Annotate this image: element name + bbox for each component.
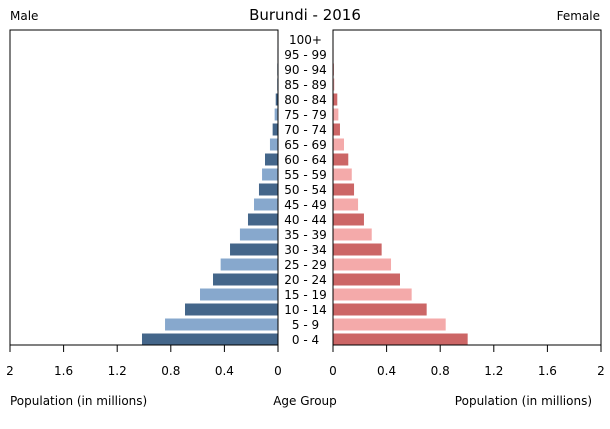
female-bar-6	[333, 244, 382, 256]
male-tick-label: 2	[6, 364, 14, 378]
chart-title: Burundi - 2016	[249, 6, 361, 24]
male-bar-13	[270, 139, 278, 151]
female-bar-4	[333, 274, 400, 286]
age-group-label: 85 - 89	[284, 78, 327, 92]
x-axis-label-right: Population (in millions)	[455, 394, 592, 408]
female-bar-3	[333, 289, 412, 301]
age-group-label: 90 - 94	[284, 63, 327, 77]
male-bar-15	[275, 109, 278, 121]
female-tick-label: 1.6	[538, 364, 557, 378]
age-group-label: 20 - 24	[284, 273, 327, 287]
age-group-label: 45 - 49	[284, 198, 327, 212]
female-bar-1	[333, 319, 446, 331]
age-group-label: 60 - 64	[284, 153, 327, 167]
female-tick-label: 0.4	[377, 364, 396, 378]
age-group-label: 10 - 14	[284, 303, 327, 317]
age-group-label: 0 - 4	[292, 333, 319, 347]
male-bar-8	[248, 214, 278, 226]
female-bar-10	[333, 184, 354, 196]
age-group-label: 15 - 19	[284, 288, 327, 302]
x-axis-label-left: Population (in millions)	[10, 394, 147, 408]
female-bar-13	[333, 139, 344, 151]
male-tick-label: 0	[274, 364, 282, 378]
male-tick-label: 0.8	[161, 364, 180, 378]
age-group-label: 95 - 99	[284, 48, 327, 62]
male-bar-14	[273, 124, 278, 136]
male-tick-label: 1.6	[54, 364, 73, 378]
male-bar-4	[213, 274, 278, 286]
female-bar-11	[333, 169, 352, 181]
female-bar-0	[333, 334, 468, 346]
male-bar-10	[259, 184, 278, 196]
female-bar-8	[333, 214, 364, 226]
male-tick-label: 0.4	[215, 364, 234, 378]
x-axis-label-center: Age Group	[273, 394, 337, 408]
female-bar-9	[333, 199, 358, 211]
male-label: Male	[10, 9, 38, 23]
age-group-label: 30 - 34	[284, 243, 327, 257]
age-group-label: 80 - 84	[284, 93, 327, 107]
female-bar-5	[333, 259, 391, 271]
male-bar-1	[165, 319, 278, 331]
female-tick-label: 2	[597, 364, 605, 378]
male-bar-6	[230, 244, 278, 256]
age-group-label: 40 - 44	[284, 213, 327, 227]
male-bar-7	[240, 229, 278, 241]
male-bar-5	[221, 259, 278, 271]
age-group-label: 100+	[289, 33, 322, 47]
age-group-label: 5 - 9	[292, 318, 319, 332]
female-bar-2	[333, 304, 427, 316]
age-group-label: 70 - 74	[284, 123, 327, 137]
female-bar-16	[333, 94, 337, 106]
female-bar-14	[333, 124, 340, 136]
female-bar-12	[333, 154, 348, 166]
female-tick-label: 0.8	[431, 364, 450, 378]
male-tick-label: 1.2	[108, 364, 127, 378]
male-bar-12	[265, 154, 278, 166]
age-group-label: 55 - 59	[284, 168, 327, 182]
male-bar-3	[200, 289, 278, 301]
male-bar-9	[254, 199, 278, 211]
male-bar-2	[185, 304, 278, 316]
male-bar-11	[262, 169, 278, 181]
female-tick-label: 1.2	[484, 364, 503, 378]
female-tick-label: 0	[329, 364, 337, 378]
age-group-label: 35 - 39	[284, 228, 327, 242]
age-group-label: 75 - 79	[284, 108, 327, 122]
age-group-label: 25 - 29	[284, 258, 327, 272]
male-bar-0	[142, 334, 278, 346]
female-bar-7	[333, 229, 372, 241]
female-bar-15	[333, 109, 338, 121]
age-group-label: 65 - 69	[284, 138, 327, 152]
female-label: Female	[557, 9, 600, 23]
age-group-label: 50 - 54	[284, 183, 327, 197]
